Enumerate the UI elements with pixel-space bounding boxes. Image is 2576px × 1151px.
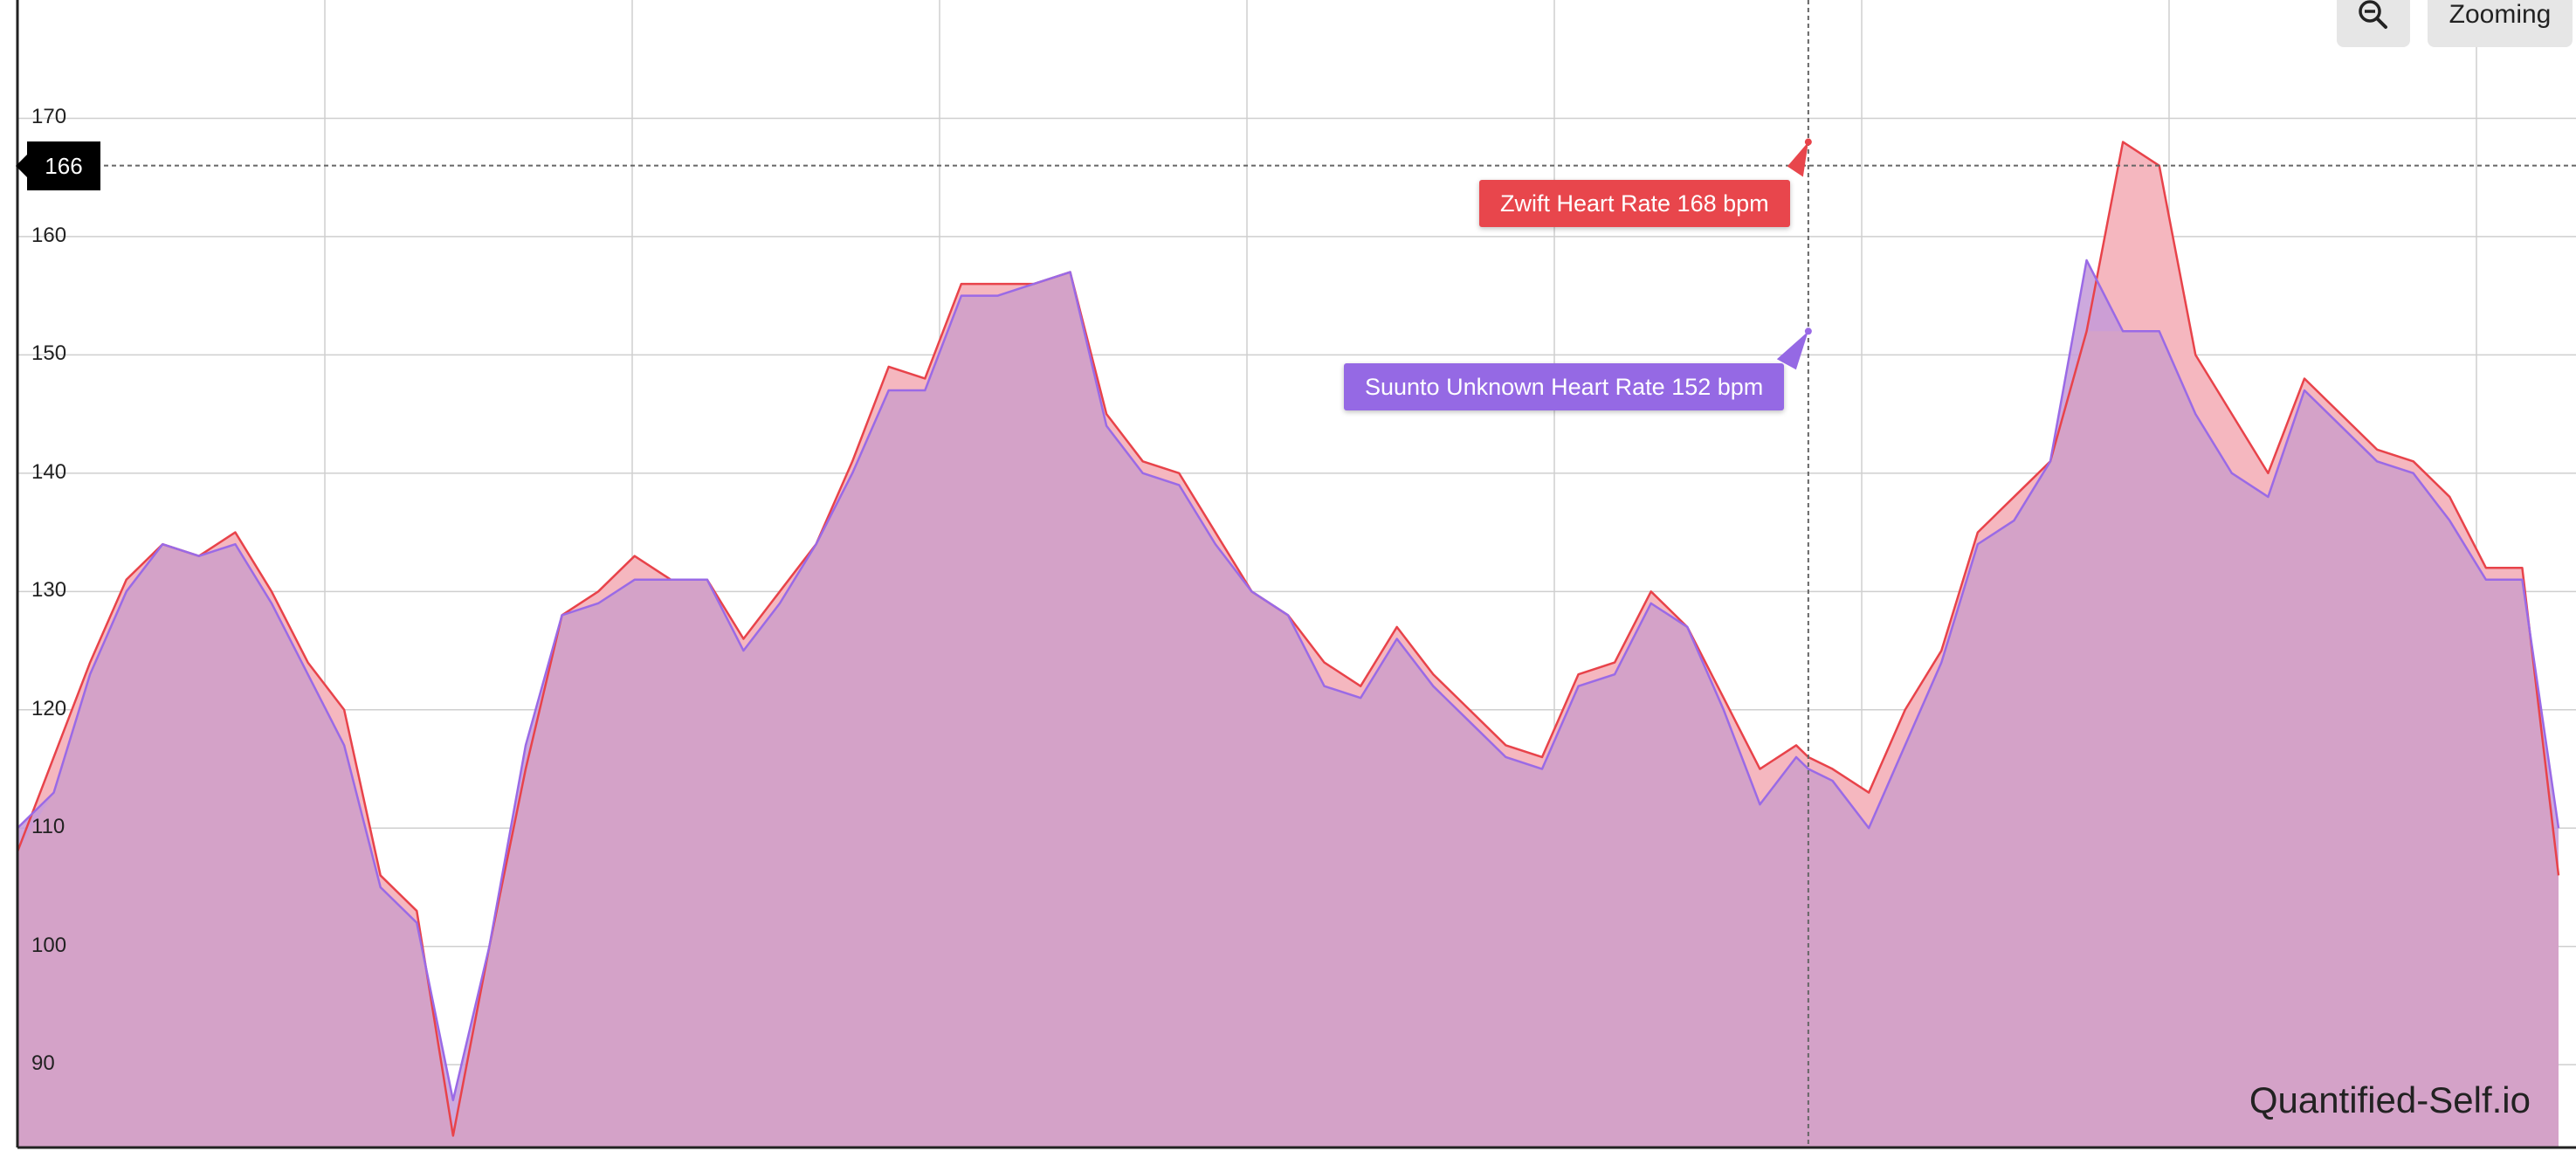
suunto-tooltip-pointer xyxy=(1776,331,1808,370)
y-tick-label: 90 xyxy=(31,1051,55,1076)
cursor-point-suunto xyxy=(1804,327,1812,335)
zooming-button[interactable]: Zooming xyxy=(2428,0,2573,47)
y-tick-label: 130 xyxy=(31,578,67,603)
crosshair-value-label: 166 xyxy=(16,141,100,190)
y-tick-label: 170 xyxy=(31,105,67,129)
suunto-tooltip: Suunto Unknown Heart Rate 152 bpm xyxy=(1344,363,1785,410)
chart-areas xyxy=(17,141,2559,1148)
zwift-tooltip-pointer xyxy=(1787,141,1808,177)
cursor-point-zwift xyxy=(1804,138,1812,146)
y-tick-label: 110 xyxy=(31,815,65,839)
y-tick-label: 160 xyxy=(31,223,67,247)
overlap-area xyxy=(17,272,2559,1148)
y-tick-label: 150 xyxy=(31,341,67,366)
y-tick-label: 120 xyxy=(31,696,67,720)
chart-lines xyxy=(16,141,2560,1137)
y-tick-label: 140 xyxy=(31,459,67,484)
zoom-out-button[interactable] xyxy=(2337,0,2410,47)
watermark: Quantified-Self.io xyxy=(2249,1079,2531,1120)
crosshair xyxy=(17,0,2576,1148)
zoom-out-icon xyxy=(2359,0,2387,29)
zwift-tooltip: Zwift Heart Rate 168 bpm xyxy=(1479,180,1790,227)
y-tick-label: 100 xyxy=(31,933,67,957)
series-line-suunto xyxy=(17,258,2560,1102)
series-line-zwift xyxy=(16,141,2560,1137)
